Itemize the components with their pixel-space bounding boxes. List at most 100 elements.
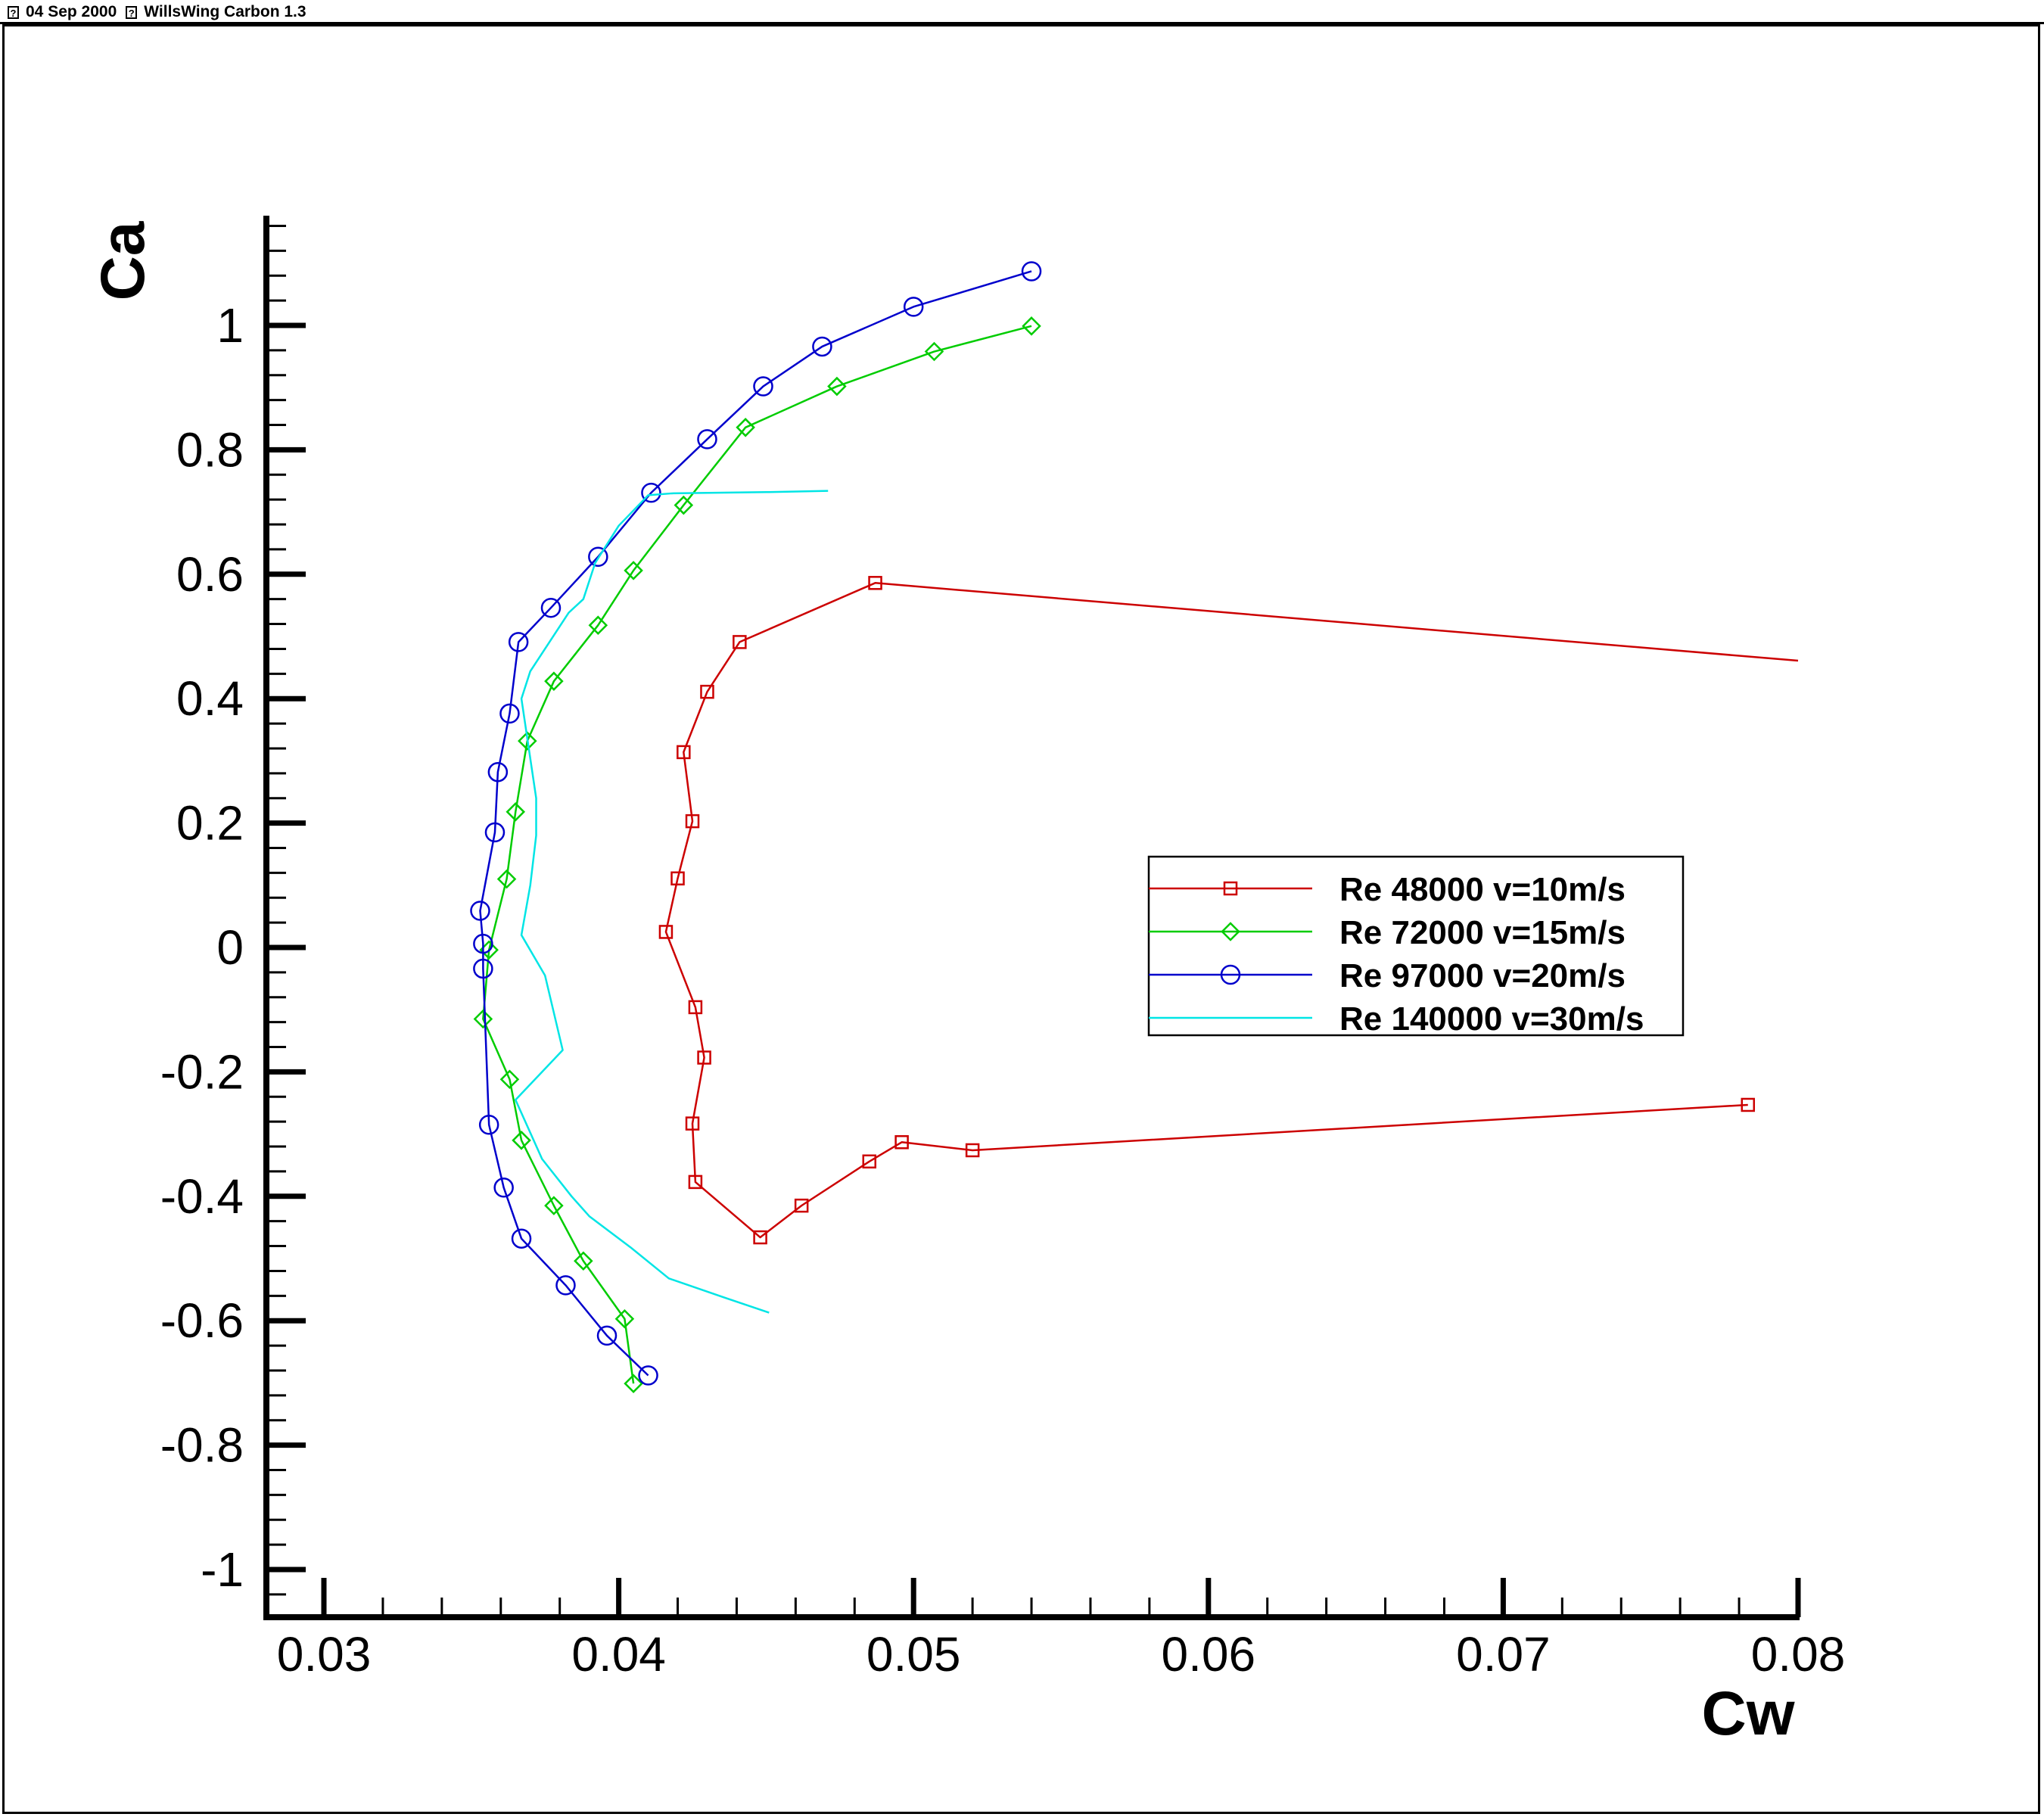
data-point [685,814,700,829]
data-point [1022,316,1041,336]
header-divider [0,22,2044,24]
data-point [1741,1097,1756,1112]
series-line [482,325,1032,1384]
unknown-glyph-icon: ? [8,5,19,19]
data-point [670,871,685,886]
legend-label: Re 72000 v=15m/s [1339,914,1626,951]
data-point [894,1135,909,1150]
data-point [685,1116,700,1131]
legend-label: Re 140000 v=30m/s [1339,1000,1644,1038]
data-point [812,336,832,357]
y-tick-label: 0.6 [176,547,244,602]
data-point [624,561,643,580]
series-4 [514,490,829,1314]
legend-box [1147,855,1685,1037]
data-point [965,1143,980,1158]
legend-marker [1221,922,1240,941]
data-point [473,933,493,954]
data-point [641,482,661,503]
y-tick-label: 1 [216,298,244,353]
data-point [496,869,517,889]
y-tick-label: 0 [216,920,244,975]
header-bar: ? 04 Sep 2000 ? WillsWing Carbon 1.3 [8,2,306,22]
series-3 [470,261,1042,1386]
series-1 [658,576,1799,1245]
data-point [688,1000,703,1015]
data-point [596,1325,618,1346]
data-point [487,761,509,782]
x-tick-label: 0.04 [571,1627,666,1682]
data-point [753,376,773,397]
data-point [473,1009,493,1029]
series-layer [470,261,1799,1393]
data-point [753,1230,767,1245]
y-tick-label: -0.8 [160,1418,244,1473]
data-point [700,684,714,699]
series-line [479,270,1032,1377]
y-tick-label: 0.2 [176,796,244,851]
data-point [624,1374,643,1393]
axes: -1 -0.8 -0.6 -0.4 -0.2 0 0.2 0.4 0.6 0.8 1 0.03 0.04… [160,216,1846,1682]
data-point [674,495,694,515]
data-point [470,901,490,921]
x-tick-label: 0.08 [1751,1627,1846,1682]
data-point [868,576,882,590]
data-point [544,671,564,691]
legend-label: Re 97000 v=20m/s [1339,957,1626,994]
y-tick-label: -0.6 [160,1293,244,1348]
data-point [588,615,608,635]
data-point [499,1069,520,1090]
data-point [688,1175,703,1190]
data-point [493,1178,514,1198]
legend-marker [1220,964,1241,985]
data-point [499,703,520,724]
x-tick-label: 0.05 [866,1627,961,1682]
data-point [862,1154,877,1169]
series-2 [473,316,1041,1393]
data-point [511,1228,532,1249]
x-tick-label: 0.07 [1456,1627,1551,1682]
data-point [697,1050,711,1065]
x-axis-label: Cw [1702,1679,1795,1748]
legend: Re 48000 v=10m/s Re 72000 v=15m/s Re 97000… [1147,855,1685,1038]
data-point [555,1275,576,1296]
data-point [478,1115,499,1135]
y-tick-label: -0.2 [160,1044,244,1099]
data-point [544,1196,564,1215]
data-point [518,731,537,751]
data-point [658,925,674,939]
data-point [508,632,529,652]
data-point [733,635,747,649]
data-point [827,376,847,397]
legend-label: Re 48000 v=10m/s [1339,871,1626,908]
data-point [540,597,562,618]
legend-marker [1223,881,1238,896]
unknown-glyph-icon: ? [126,5,138,19]
y-tick-label: 0.8 [176,422,244,477]
x-tick-label: 0.06 [1162,1627,1256,1682]
y-tick-label: 0.4 [176,671,244,726]
y-tick-label: -0.4 [160,1169,244,1224]
data-point [588,546,608,568]
data-point [677,745,691,760]
data-point [1021,261,1042,282]
data-point [638,1365,658,1386]
data-point [512,1131,531,1150]
plot-frame [2,24,2040,1814]
data-point [903,297,924,317]
series-line [514,490,829,1314]
data-point [924,341,944,362]
data-point [484,822,506,843]
data-point [794,1198,809,1213]
data-point [506,802,526,822]
data-point [614,1308,635,1329]
data-point [574,1251,593,1271]
x-tick-label: 0.03 [277,1627,372,1682]
header-title: WillsWing Carbon 1.3 [144,3,306,20]
data-point [473,958,493,979]
data-point [697,429,717,450]
data-point [736,418,755,437]
y-tick-label: -1 [201,1542,244,1597]
y-axis-label: Ca [89,220,157,300]
